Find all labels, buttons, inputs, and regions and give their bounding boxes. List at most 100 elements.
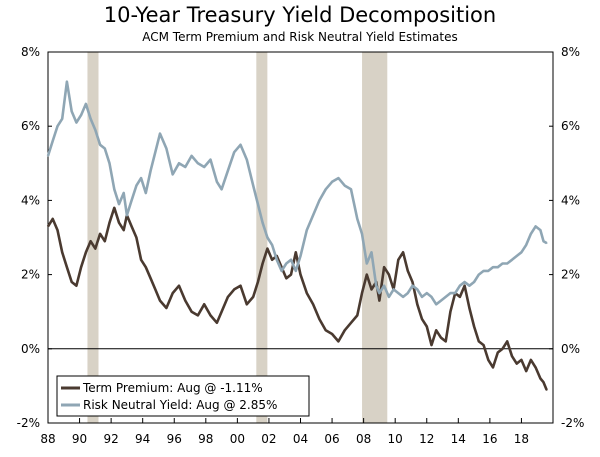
series-point-0: [411, 281, 414, 283]
series-point-1: [324, 188, 327, 191]
y-tick-label-right: -2%: [561, 416, 584, 430]
series-point-0: [444, 340, 447, 343]
series-point-1: [530, 232, 532, 235]
x-tick-label: 08: [356, 432, 371, 446]
series-point-0: [149, 277, 152, 280]
series-point-1: [197, 162, 199, 165]
series-point-1: [135, 184, 138, 187]
series-point-0: [407, 270, 409, 272]
series-point-1: [159, 132, 161, 135]
series-point-0: [70, 281, 73, 283]
series-point-0: [506, 340, 509, 343]
recession-band-2: [362, 52, 388, 423]
series-point-0: [492, 366, 494, 369]
series-point-1: [104, 147, 106, 150]
series-point-0: [515, 362, 518, 365]
series-point-0: [430, 344, 433, 346]
series-point-1: [246, 158, 248, 161]
x-tick-label: 06: [324, 432, 339, 446]
series-point-0: [534, 366, 537, 369]
series-point-0: [165, 307, 168, 309]
series-point-0: [285, 277, 288, 280]
series-point-1: [492, 266, 494, 268]
series-point-0: [122, 229, 125, 231]
series-point-1: [312, 214, 314, 217]
series-point-0: [356, 314, 359, 317]
series-point-1: [80, 114, 82, 116]
series-point-0: [252, 296, 254, 298]
series-point-1: [501, 262, 504, 265]
series-point-0: [350, 322, 352, 324]
series-point-1: [306, 229, 308, 231]
series-point-1: [126, 214, 128, 217]
series-point-1: [545, 242, 548, 244]
series-point-1: [266, 236, 269, 239]
series-line-risk-neutral-yield: [46, 80, 548, 306]
series-point-0: [343, 329, 346, 332]
series-point-1: [108, 162, 111, 165]
series-point-1: [506, 262, 509, 265]
series-point-1: [70, 110, 73, 113]
series-point-1: [425, 292, 428, 294]
series-point-0: [324, 329, 327, 332]
series-point-0: [113, 207, 116, 209]
series-point-0: [99, 232, 101, 235]
series-point-1: [388, 296, 390, 298]
x-tick-label: 90: [72, 432, 87, 446]
recession-band-0: [87, 52, 99, 423]
series-point-0: [397, 258, 400, 261]
series-point-1: [271, 244, 273, 246]
series-point-1: [515, 255, 518, 257]
x-tick-label: 88: [40, 432, 55, 446]
series-point-1: [294, 270, 297, 272]
y-tick-label-right: 6%: [561, 119, 580, 133]
series-point-1: [171, 173, 174, 176]
series-point-0: [216, 322, 218, 324]
series-point-0: [525, 370, 527, 372]
series-point-1: [534, 225, 537, 228]
series-point-1: [482, 270, 485, 272]
x-tick-label: 98: [198, 432, 213, 446]
series-point-0: [80, 266, 82, 268]
series-point-1: [113, 188, 116, 191]
y-tick-label-left: 8%: [21, 45, 40, 59]
y-tick-label-left: -2%: [17, 416, 40, 430]
x-tick-label: 94: [135, 432, 150, 446]
series-point-0: [154, 288, 157, 291]
series-point-0: [337, 340, 340, 343]
series-point-0: [383, 266, 385, 268]
series-point-1: [463, 281, 466, 283]
series-point-0: [545, 389, 548, 391]
series-point-0: [299, 273, 302, 276]
series-point-1: [444, 296, 447, 298]
series-point-1: [66, 80, 68, 83]
series-point-0: [184, 299, 187, 302]
series-point-1: [227, 169, 229, 172]
series-point-1: [468, 284, 471, 287]
series-point-0: [239, 284, 242, 287]
series-point-1: [276, 258, 278, 261]
y-tick-label-left: 2%: [21, 268, 40, 282]
series-point-1: [203, 166, 206, 168]
series-point-0: [94, 247, 97, 250]
series-point-1: [378, 292, 381, 294]
series-point-0: [227, 296, 229, 298]
series-point-1: [216, 181, 218, 183]
series-point-0: [468, 307, 471, 309]
series-point-1: [411, 284, 414, 287]
series-point-1: [118, 203, 120, 205]
series-point-0: [145, 266, 147, 268]
series-point-0: [75, 284, 78, 287]
series-point-0: [449, 310, 452, 313]
series-point-1: [343, 184, 346, 187]
series-point-0: [197, 314, 199, 317]
x-tick-label: 92: [103, 432, 118, 446]
recession-band-1: [256, 52, 268, 423]
series-point-1: [350, 188, 352, 191]
legend-label-term-premium: Term Premium: Aug @ -1.11%: [82, 381, 263, 395]
y-tick-label-right: 8%: [561, 45, 580, 59]
series-point-1: [440, 299, 442, 302]
series-point-0: [130, 225, 133, 228]
series-point-1: [209, 158, 212, 161]
series-point-0: [378, 299, 381, 302]
